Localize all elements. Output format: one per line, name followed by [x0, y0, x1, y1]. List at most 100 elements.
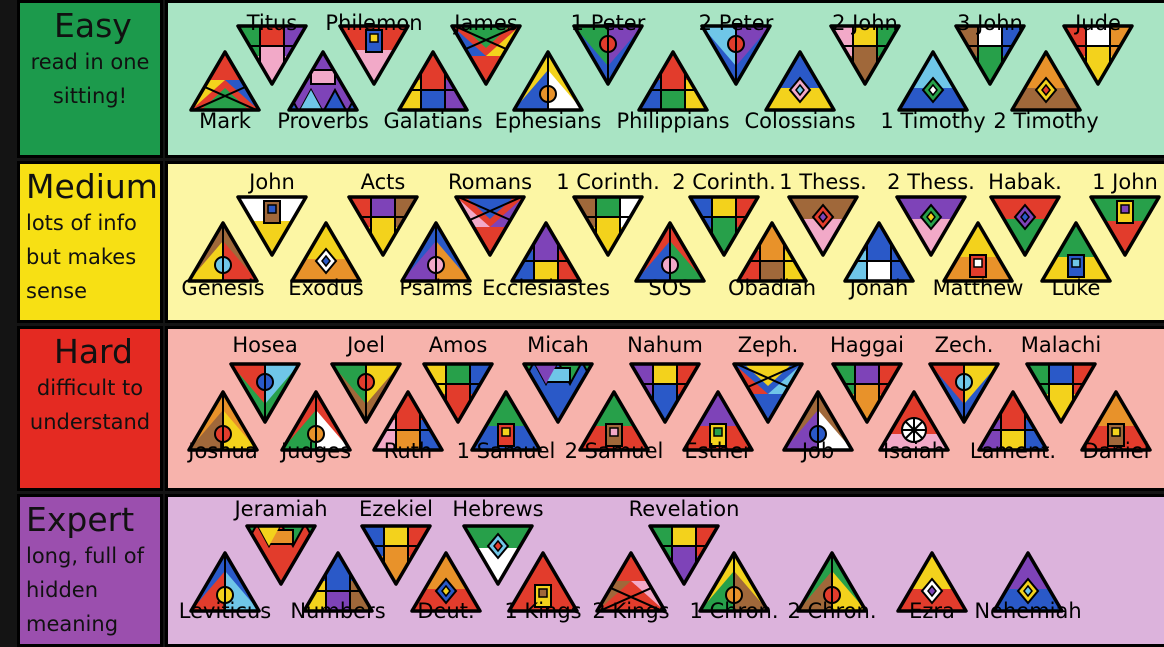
- book-name-1-samuel: 1 Samuel: [456, 439, 556, 463]
- book-1-chron-icon: [698, 551, 770, 613]
- book-name-luke: Luke: [1051, 276, 1101, 300]
- tier-label-hard: Hard difficult to understand: [17, 326, 163, 491]
- book-numbers-icon: [302, 551, 374, 613]
- book-joshua-icon: [187, 390, 259, 452]
- book-name-psalms: Psalms: [399, 276, 473, 300]
- tier-label-medium: Medium lots of info but makes sense: [17, 161, 163, 323]
- book-ezra-icon: [896, 551, 968, 613]
- book-joel-icon: [330, 362, 402, 424]
- book-malachi-icon: [1025, 362, 1097, 424]
- book-name-2-chron: 2 Chron.: [787, 599, 877, 623]
- book-name-proverbs: Proverbs: [277, 109, 369, 133]
- book-nehemiah-icon: [992, 551, 1064, 613]
- book-name-leviticus: Leviticus: [178, 599, 272, 623]
- tier-row-easy: Easy read in one sitting! Mark Titus Proverb…: [0, 0, 1164, 158]
- tier-title: Hard: [54, 332, 133, 371]
- book-revelation-icon: [648, 524, 720, 586]
- book-proverbs-icon: [287, 50, 359, 112]
- book-name-numbers: Numbers: [290, 599, 386, 623]
- book-name-1-john: 1 John: [1092, 170, 1158, 194]
- book-sos-icon: [634, 221, 706, 283]
- book-name-nehemiah: Nehemiah: [974, 599, 1082, 623]
- book-name-1-kings: 1 Kings: [504, 599, 582, 623]
- book-name-ezra: Ezra: [909, 599, 955, 623]
- book-name-haggai: Haggai: [829, 333, 905, 357]
- book-hosea-icon: [229, 362, 301, 424]
- book-1-timothy-icon: [897, 50, 969, 112]
- book-name-micah: Micah: [527, 333, 589, 357]
- book-1-corinth-icon: [572, 195, 644, 257]
- book-name-obadiah: Obadiah: [727, 276, 817, 300]
- book-2-thess-icon: [895, 195, 967, 257]
- tier-row-medium: Medium lots of info but makes sense Genesi…: [0, 161, 1164, 323]
- book-name-sos: SOS: [648, 276, 692, 300]
- book-isaiah-icon: [878, 390, 950, 452]
- book-mark-icon: [189, 50, 261, 112]
- book-name-james: James: [454, 11, 518, 35]
- book-name-joshua: Joshua: [188, 439, 258, 463]
- book-name-mark: Mark: [199, 109, 251, 133]
- book-name-2-peter: 2 Peter: [698, 11, 774, 35]
- book-name-jonah: Jonah: [849, 276, 909, 300]
- book-2-kings-icon: [595, 551, 667, 613]
- book-matthew-icon: [942, 221, 1014, 283]
- book-name-1-timothy: 1 Timothy: [880, 109, 986, 133]
- book-name-2-kings: 2 Kings: [592, 599, 670, 623]
- book-name-2-timothy: 2 Timothy: [993, 109, 1099, 133]
- book-name-ezekiel: Ezekiel: [359, 497, 433, 521]
- tier-title: Easy: [54, 6, 132, 45]
- book-name-esther: Esther: [684, 439, 752, 463]
- book-1-peter-icon: [572, 24, 644, 86]
- tier-description: read in one sitting!: [30, 50, 150, 108]
- book-2-corinth-icon: [688, 195, 760, 257]
- book-name-2-samuel: 2 Samuel: [564, 439, 664, 463]
- book-name-zeph: Zeph.: [737, 333, 799, 357]
- book-deut-icon: [410, 551, 482, 613]
- book-name-acts: Acts: [360, 170, 406, 194]
- book-john-icon: [236, 195, 308, 257]
- book-3-john-icon: [954, 24, 1026, 86]
- book-zech-icon: [928, 362, 1000, 424]
- book-name-lament: Lament.: [969, 439, 1057, 463]
- book-2-peter-icon: [700, 24, 772, 86]
- book-amos-icon: [422, 362, 494, 424]
- book-name-1-peter: 1 Peter: [570, 11, 646, 35]
- book-jude-icon: [1062, 24, 1134, 86]
- book-exodus-icon: [290, 221, 362, 283]
- book-leviticus-icon: [189, 551, 261, 613]
- book-micah-icon: [522, 362, 594, 424]
- book-name-job: Job: [801, 439, 835, 463]
- book-name-1-thess: 1 Thess.: [779, 170, 867, 194]
- book-name-jude: Jude: [1075, 11, 1121, 35]
- book-1-kings-icon: [507, 551, 579, 613]
- book-colossians-icon: [764, 50, 836, 112]
- book-name-jeramiah: Jeramiah: [234, 497, 328, 521]
- book-name-matthew: Matthew: [932, 276, 1024, 300]
- tier-label-easy: Easy read in one sitting!: [17, 0, 163, 158]
- book-james-icon: [450, 24, 522, 86]
- book-name-hebrews: Hebrews: [452, 497, 544, 521]
- book-name-ecclesiastes: Ecclesiastes: [482, 276, 610, 300]
- book-name-joel: Joel: [347, 333, 385, 357]
- tier-label-expert: Expert long, full of hidden meaning: [17, 494, 163, 647]
- book-acts-icon: [347, 195, 419, 257]
- book-2-timothy-icon: [1010, 50, 1082, 112]
- book-esther-icon: [682, 390, 754, 452]
- book-1-john-icon: [1089, 195, 1161, 257]
- book-name-3-john: 3 John: [957, 11, 1023, 35]
- book-zeph-icon: [732, 362, 804, 424]
- book-jeramiah-icon: [245, 524, 317, 586]
- book-romans-icon: [454, 195, 526, 257]
- book-name-john: John: [249, 170, 295, 194]
- book-name-exodus: Exodus: [288, 276, 364, 300]
- book-name-2-thess: 2 Thess.: [887, 170, 975, 194]
- book-name-ephesians: Ephesians: [494, 109, 602, 133]
- book-philippians-icon: [637, 50, 709, 112]
- book-name-deut: Deut.: [417, 599, 475, 623]
- book-name-daniel: Daniel: [1082, 439, 1150, 463]
- tier-description: long, full of hidden meaning: [26, 544, 144, 636]
- book-ephesians-icon: [512, 50, 584, 112]
- tier-title: Expert: [26, 500, 135, 539]
- book-name-revelation: Revelation: [628, 497, 740, 521]
- book-ecclesiastes-icon: [510, 221, 582, 283]
